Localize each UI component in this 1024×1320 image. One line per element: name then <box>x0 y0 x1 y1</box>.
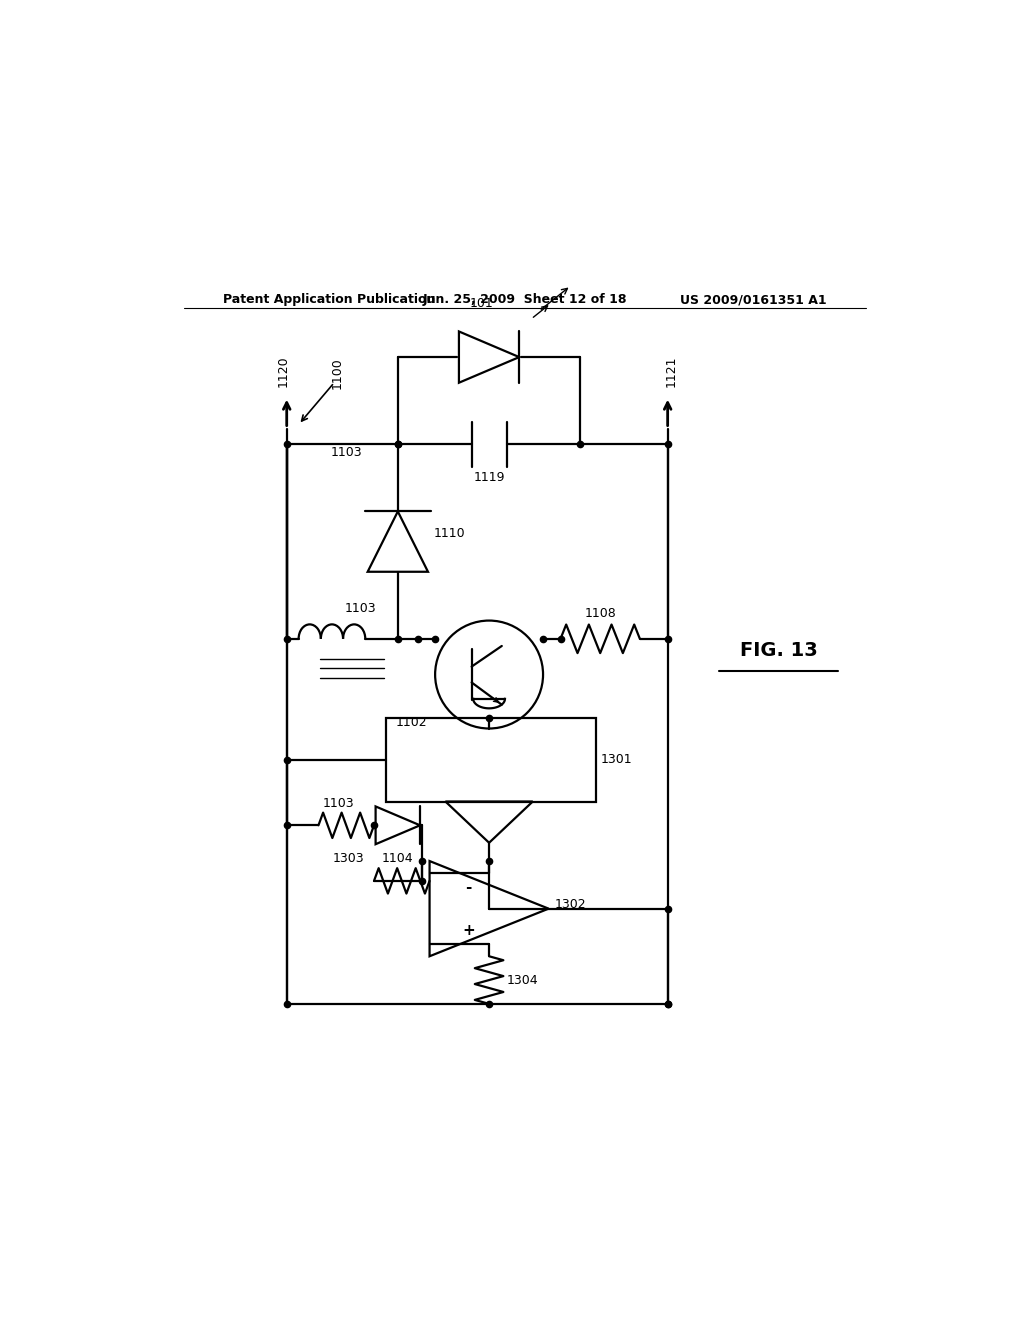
Text: 101: 101 <box>469 297 494 310</box>
Text: 1103: 1103 <box>344 602 376 615</box>
Text: 1303: 1303 <box>333 853 365 865</box>
Text: 1301: 1301 <box>600 754 632 767</box>
Text: Patent Application Publication: Patent Application Publication <box>223 293 435 306</box>
Text: 1304: 1304 <box>507 974 539 986</box>
Text: Jun. 25, 2009  Sheet 12 of 18: Jun. 25, 2009 Sheet 12 of 18 <box>423 293 627 306</box>
Text: FIG. 13: FIG. 13 <box>740 642 817 660</box>
Text: +: + <box>462 923 475 937</box>
Text: 1108: 1108 <box>585 607 616 620</box>
Text: 1121: 1121 <box>666 356 678 387</box>
Text: 1110: 1110 <box>433 527 465 540</box>
Text: 1119: 1119 <box>473 471 505 484</box>
Text: 1102: 1102 <box>395 715 427 729</box>
Text: 1120: 1120 <box>276 355 289 387</box>
Text: 1103: 1103 <box>323 796 354 809</box>
Text: 1103: 1103 <box>331 446 362 459</box>
Text: US 2009/0161351 A1: US 2009/0161351 A1 <box>680 293 826 306</box>
Text: 1104: 1104 <box>382 853 414 865</box>
Bar <box>386 718 596 801</box>
Text: 1100: 1100 <box>331 358 343 389</box>
Text: 1302: 1302 <box>555 898 587 911</box>
Text: -: - <box>465 879 471 895</box>
